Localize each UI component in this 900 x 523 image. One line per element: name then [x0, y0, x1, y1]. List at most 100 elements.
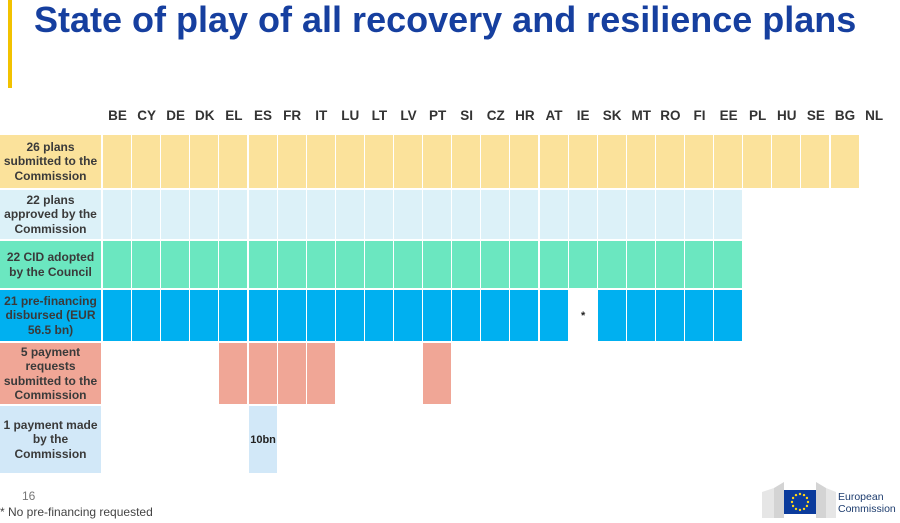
column-header-si: SI — [460, 108, 474, 123]
cell-prefinancing-be — [103, 290, 133, 342]
column-header-pt: PT — [428, 108, 447, 123]
cell-prefinancing-at — [539, 290, 569, 342]
cell-cid-cz — [481, 241, 511, 289]
cell-approved-lu — [335, 190, 365, 240]
cell-submitted-pl — [743, 135, 773, 189]
cell-approved-es — [248, 190, 278, 240]
cell-approved-ie — [568, 190, 598, 240]
commission-building-icon — [762, 482, 836, 518]
row-label-cid: 22 CID adopted by the Council — [0, 241, 101, 288]
cell-approved-el — [219, 190, 249, 240]
cell-prefinancing-dk — [190, 290, 220, 342]
column-header-es: ES — [253, 108, 272, 123]
column-header-cz: CZ — [486, 108, 505, 123]
cell-submitted-si — [452, 135, 482, 189]
logo-line-1: European — [838, 491, 884, 503]
european-commission-logo: European Commission — [760, 476, 900, 518]
row-label-requests: 5 payment requests submitted to the Comm… — [0, 343, 101, 404]
cell-mark-ie: * — [581, 310, 586, 322]
cell-approved-be — [103, 190, 133, 240]
cell-cid-be — [103, 241, 133, 289]
cell-cid-de — [161, 241, 191, 289]
cell-cid-mt — [626, 241, 656, 289]
column-header-hr: HR — [515, 108, 535, 123]
cell-approved-it — [306, 190, 336, 240]
cell-cid-at — [539, 241, 569, 289]
column-header-lt: LT — [371, 108, 388, 123]
column-header-dk: DK — [195, 108, 215, 123]
logo-text: European Commission — [838, 491, 896, 515]
cell-cid-ie — [568, 241, 598, 289]
cell-approved-cy — [132, 190, 162, 240]
cell-prefinancing-cy — [132, 290, 162, 342]
cell-submitted-sk — [597, 135, 627, 189]
column-header-ee: EE — [719, 108, 738, 123]
cell-prefinancing-si — [452, 290, 482, 342]
row-label-prefinancing: 21 pre-financing disbursed (EUR 56.5 bn) — [0, 290, 101, 341]
cell-approved-mt — [626, 190, 656, 240]
column-header-ie: IE — [576, 108, 590, 123]
cell-approved-si — [452, 190, 482, 240]
cell-prefinancing-fr — [277, 290, 307, 342]
cell-submitted-bg — [830, 135, 860, 189]
cell-requests-fr — [277, 343, 307, 405]
cell-submitted-at — [539, 135, 569, 189]
cell-submitted-dk — [190, 135, 220, 189]
page-number: 16 — [22, 489, 36, 503]
column-header-sk: SK — [602, 108, 622, 123]
cell-cid-lt — [364, 241, 394, 289]
column-header-lu: LU — [341, 108, 360, 123]
cell-prefinancing-hr — [510, 290, 540, 342]
cell-submitted-ie — [568, 135, 598, 189]
cell-prefinancing-sk — [597, 290, 627, 342]
cell-cid-cy — [132, 241, 162, 289]
cell-prefinancing-fi — [685, 290, 715, 342]
footnote: * No pre-financing requested — [0, 505, 153, 519]
column-header-at: AT — [545, 108, 563, 123]
cell-approved-hr — [510, 190, 540, 240]
cell-cid-el — [219, 241, 249, 289]
column-header-hu: HU — [777, 108, 797, 123]
cell-submitted-es — [248, 135, 278, 189]
cell-requests-es — [248, 343, 278, 405]
cell-cid-ee — [714, 241, 744, 289]
cell-submitted-lv — [394, 135, 424, 189]
logo-line-2: Commission — [838, 503, 896, 515]
column-header-cy: CY — [137, 108, 156, 123]
slide-title: State of play of all recovery and resili… — [34, 0, 857, 40]
column-header-ro: RO — [660, 108, 681, 123]
cell-prefinancing-ee — [714, 290, 744, 342]
column-header-se: SE — [806, 108, 825, 123]
cell-approved-fi — [685, 190, 715, 240]
cell-cid-lv — [394, 241, 424, 289]
cell-approved-pt — [423, 190, 453, 240]
cell-cid-lu — [335, 241, 365, 289]
cell-cid-sk — [597, 241, 627, 289]
column-header-nl: NL — [865, 108, 884, 123]
column-header-de: DE — [166, 108, 186, 123]
cell-approved-lv — [394, 190, 424, 240]
cell-prefinancing-pt — [423, 290, 453, 342]
cell-prefinancing-lu — [335, 290, 365, 342]
cell-approved-ro — [655, 190, 685, 240]
cell-approved-de — [161, 190, 191, 240]
row-label-submitted: 26 plans submitted to the Commission — [0, 135, 101, 188]
row-label-approved: 22 plans approved by the Commission — [0, 190, 101, 239]
cell-prefinancing-lt — [364, 290, 394, 342]
cell-submitted-lu — [335, 135, 365, 189]
column-header-pl: PL — [749, 108, 767, 123]
cell-cid-fr — [277, 241, 307, 289]
title-accent-bar — [8, 0, 12, 88]
cell-cid-dk — [190, 241, 220, 289]
column-header-mt: MT — [631, 108, 652, 123]
cell-cid-fi — [685, 241, 715, 289]
cell-cid-si — [452, 241, 482, 289]
cell-submitted-hr — [510, 135, 540, 189]
cell-submitted-se — [801, 135, 831, 189]
cell-cid-it — [306, 241, 336, 289]
cell-cid-ro — [655, 241, 685, 289]
cell-submitted-cz — [481, 135, 511, 189]
cell-prefinancing-ro — [655, 290, 685, 342]
row-label-payment: 1 payment made by the Commission — [0, 406, 101, 473]
column-header-be: BE — [108, 108, 127, 123]
